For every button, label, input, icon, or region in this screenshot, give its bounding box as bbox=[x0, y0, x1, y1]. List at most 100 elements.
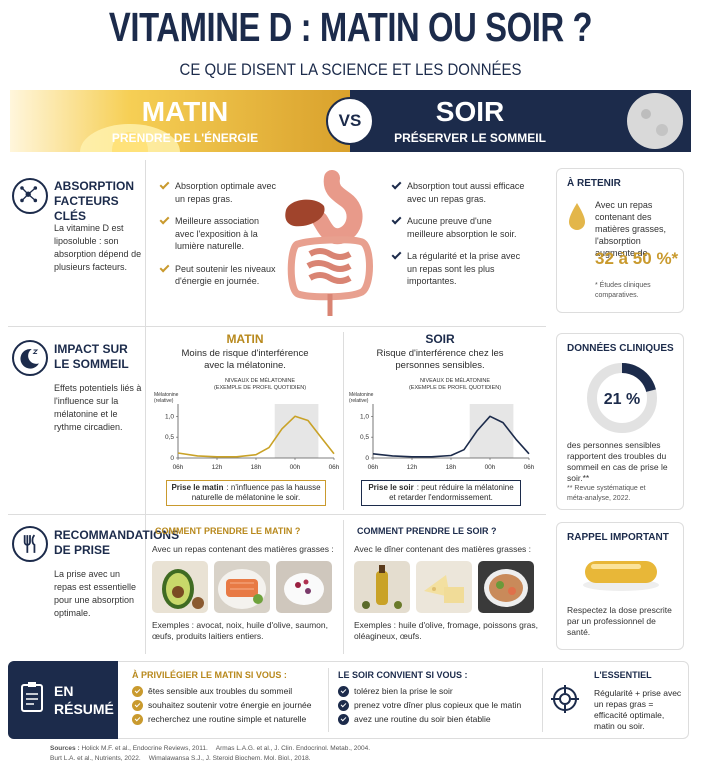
column-text: Risque d'interférence chez les personnes… bbox=[376, 348, 504, 371]
caption-text: : n'influence pas la hausse naturelle de… bbox=[191, 483, 321, 502]
list-item: Meilleure association avec l'exposition … bbox=[158, 214, 280, 253]
decoration bbox=[112, 132, 148, 152]
x-tick-label: 00h bbox=[485, 464, 496, 471]
sources: Sources : Holick M.F. et al., Endocrine … bbox=[50, 744, 390, 764]
check bbox=[159, 262, 170, 272]
item-text: Peut soutenir les niveaux d'énergie en j… bbox=[175, 263, 276, 287]
decoration bbox=[192, 597, 204, 609]
aside-note: * Études cliniques comparatives. bbox=[595, 282, 651, 299]
caption: Prise le soir: peut réduire la mélatonin… bbox=[361, 480, 521, 506]
decoration bbox=[312, 170, 363, 245]
x-tick-label: 00h bbox=[290, 464, 301, 471]
aside-title: DONNÉES CLINIQUES bbox=[567, 343, 674, 354]
aside-text: Respectez la dose prescrite par un profe… bbox=[567, 605, 672, 637]
y-axis-label: Mélatonine bbox=[154, 392, 179, 398]
decoration bbox=[20, 186, 24, 190]
column-title: SOIR bbox=[425, 332, 455, 346]
decoration bbox=[379, 565, 385, 573]
source: Holick M.F. et al., Endocrine Reviews, 2… bbox=[81, 745, 208, 752]
divider bbox=[328, 668, 329, 732]
examples: Exemples : huile d'olive, fromage, poiss… bbox=[354, 620, 538, 641]
check bbox=[132, 714, 143, 725]
check bbox=[132, 686, 143, 697]
summary-list: tolérez bien la prise le soir prenez vot… bbox=[338, 686, 538, 728]
list-item: La régularité et la prise avec un repas … bbox=[390, 249, 525, 288]
y-tick-label: 0,5 bbox=[360, 434, 369, 441]
decoration bbox=[559, 693, 571, 705]
item-text: Meilleure association avec l'exposition … bbox=[175, 216, 260, 251]
morning-list: Absorption optimale avec un repas gras. … bbox=[158, 179, 280, 298]
summary-column-title: L'ESSENTIEL bbox=[594, 670, 652, 680]
divider bbox=[8, 514, 546, 515]
decoration bbox=[31, 534, 36, 553]
aside-text: Avec un repas contenant des matières gra… bbox=[595, 200, 667, 258]
chart-title: NIVEAUX DE MÉLATONINE bbox=[225, 377, 295, 384]
y-axis-label: Mélatonine bbox=[349, 392, 374, 398]
digestive-illustration bbox=[285, 170, 373, 316]
item-text: recherchez une routine simple et naturel… bbox=[148, 714, 307, 724]
food-yogurt bbox=[276, 561, 332, 613]
versus: VS bbox=[326, 97, 374, 145]
check bbox=[159, 179, 170, 190]
icon-moon bbox=[12, 340, 48, 376]
decoration bbox=[340, 701, 347, 708]
y-tick-label: 0,5 bbox=[165, 434, 174, 441]
decoration bbox=[21, 187, 36, 201]
summary-item: recherchez une routine simple et naturel… bbox=[132, 714, 322, 725]
food-salmon bbox=[214, 561, 270, 613]
icon-cutlery bbox=[12, 526, 48, 562]
aside-title: À RETENIR bbox=[567, 178, 621, 189]
decoration bbox=[641, 109, 651, 119]
summary-text: Régularité + prise avec un repas gras = … bbox=[594, 688, 682, 731]
banner-morning: MATIN PRENDRE DE L'ÉNERGIE bbox=[10, 90, 350, 152]
y-tick-label: 0 bbox=[170, 455, 174, 462]
section-title: RECOMMANDATIONS DE PRISE bbox=[54, 528, 180, 557]
summary-title: EN RÉSUMÉ bbox=[54, 683, 114, 717]
divider bbox=[343, 332, 344, 510]
decoration bbox=[303, 579, 309, 585]
melatonin-line bbox=[372, 415, 530, 458]
source: Wimalawansa S.J., J. Steroid Biochem. Mo… bbox=[148, 755, 311, 762]
aside-title: RAPPEL IMPORTANT bbox=[567, 532, 669, 543]
item-text: avez une routine du soir bien établie bbox=[354, 714, 491, 724]
banner-subtitle: PRENDRE DE L'ÉNERGIE bbox=[111, 131, 259, 145]
capsule bbox=[583, 561, 659, 591]
decoration bbox=[20, 348, 39, 369]
item-text: êtes sensible aux troubles du sommeil bbox=[148, 686, 293, 696]
decoration bbox=[172, 586, 184, 598]
decoration bbox=[394, 601, 402, 609]
donut-label: 21 % bbox=[604, 391, 640, 408]
decoration bbox=[551, 685, 579, 713]
summary-list: êtes sensible aux troubles du sommeil so… bbox=[132, 686, 322, 728]
divider bbox=[8, 326, 546, 327]
x-tick-label: 18h bbox=[446, 464, 457, 471]
aside-card: RAPPEL IMPORTANT Respectez la dose presc… bbox=[556, 522, 684, 650]
item-text: tolérez bien la prise le soir bbox=[354, 686, 453, 696]
item-text: Absorption tout aussi efficace avec un r… bbox=[407, 181, 525, 204]
item-text: La régularité et la prise avec un repas … bbox=[407, 251, 521, 286]
decoration bbox=[230, 582, 254, 590]
summary-column-title: LE SOIR CONVIENT SI VOUS : bbox=[338, 670, 468, 680]
decoration bbox=[284, 573, 324, 605]
summary-column-title: À PRIVILÉGIER LE MATIN SI VOUS : bbox=[132, 670, 287, 680]
check bbox=[338, 686, 349, 697]
decoration bbox=[20, 198, 24, 203]
chart-title: NIVEAUX DE MÉLATONINE bbox=[420, 377, 490, 384]
decoration bbox=[33, 186, 38, 190]
donut-arc bbox=[587, 363, 657, 433]
aside-card: À RETENIR Avec un repas contenant des ma… bbox=[556, 168, 684, 313]
food-cheese bbox=[416, 561, 472, 613]
night-shade bbox=[274, 404, 319, 458]
moon bbox=[627, 93, 683, 149]
decoration bbox=[362, 601, 370, 609]
caption-bold: Prise le soir bbox=[368, 483, 414, 492]
column-title: MATIN bbox=[226, 332, 264, 346]
icon-molecule bbox=[12, 178, 48, 214]
subtitle: CE QUE DISENT LA SCIENCE ET LES DONNÉES bbox=[179, 60, 522, 79]
food-oil bbox=[354, 561, 410, 613]
decoration bbox=[134, 701, 141, 708]
y-tick-label: 0 bbox=[365, 455, 369, 462]
decoration bbox=[287, 236, 373, 301]
item-text: prenez votre dîner plus copieux que le m… bbox=[354, 700, 522, 710]
x-tick-label: 06h bbox=[368, 464, 379, 471]
